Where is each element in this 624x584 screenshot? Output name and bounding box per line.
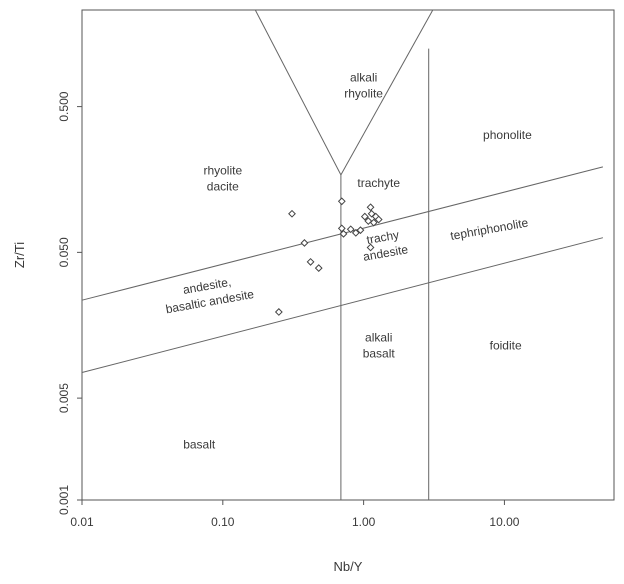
field-label-trachy-andesite: trachyandesite xyxy=(359,226,409,263)
x-tick-label: 1.00 xyxy=(352,515,376,529)
field-label-foidite: foidite xyxy=(490,338,522,352)
field-label-line: foidite xyxy=(490,338,522,352)
data-point xyxy=(366,203,375,212)
field-label-line: dacite xyxy=(207,180,239,194)
field-label-rhyolite-dacite: rhyolite dacite xyxy=(203,164,242,194)
data-point xyxy=(337,224,346,233)
field-label-basalt: basalt xyxy=(183,438,216,452)
data-point xyxy=(360,212,369,221)
x-tick-label: 0.01 xyxy=(70,515,94,529)
x-tick-label: 10.00 xyxy=(489,515,519,529)
field-boundary-1 xyxy=(340,9,434,176)
field-label-alkali-rhyolite: alkali rhyolite xyxy=(344,70,383,100)
y-axis-title: Zr/Ti xyxy=(12,242,27,268)
data-point xyxy=(339,229,348,238)
data-point xyxy=(314,264,323,272)
field-boundary-5 xyxy=(81,237,604,373)
data-point xyxy=(374,215,383,224)
y-tick-label: 0.500 xyxy=(57,91,71,121)
x-tick-label: 0.10 xyxy=(211,515,235,529)
field-label-line: rhyolite xyxy=(344,86,383,100)
data-point xyxy=(288,209,296,218)
field-label-andesite-basaltic-andesite: andesite,basaltic andesite xyxy=(162,271,256,316)
y-tick-label: 0.001 xyxy=(57,485,71,515)
field-label-line: trachy xyxy=(365,228,400,247)
y-tick-label: 0.050 xyxy=(57,237,71,267)
data-point xyxy=(274,308,283,316)
field-label-line: phonolite xyxy=(483,128,532,142)
field-label-line: basalt xyxy=(183,438,216,452)
field-label-line: basalt xyxy=(363,346,396,360)
y-tick-label: 0.005 xyxy=(57,383,71,413)
data-point xyxy=(300,239,309,247)
field-label-phonolite: phonolite xyxy=(483,128,532,142)
field-label-line: trachyte xyxy=(357,176,400,190)
data-point xyxy=(356,226,365,235)
data-point xyxy=(346,225,355,234)
data-point xyxy=(366,243,375,252)
data-point xyxy=(369,218,378,227)
field-label-line: rhyolite xyxy=(203,164,242,178)
data-point xyxy=(364,217,373,225)
field-label-line: alkali xyxy=(350,70,377,84)
field-label-alkali-basalt: alkali basalt xyxy=(363,330,396,360)
field-label-line: alkali xyxy=(365,330,392,344)
field-label-trachyte: trachyte xyxy=(357,176,400,190)
x-axis-title: Nb/Y xyxy=(334,559,363,574)
field-label-tephriphonolite: tephriphonolite xyxy=(449,215,529,243)
data-point xyxy=(306,258,315,266)
field-label-line: tephriphonolite xyxy=(449,215,529,243)
plot-frame xyxy=(81,9,615,501)
data-point xyxy=(351,228,360,237)
field-boundary-0 xyxy=(254,9,342,176)
data-point xyxy=(337,197,346,206)
